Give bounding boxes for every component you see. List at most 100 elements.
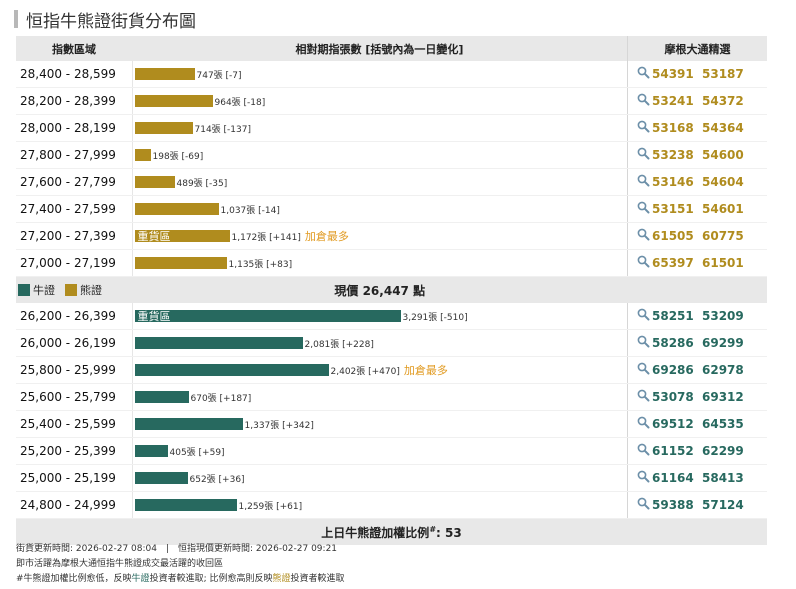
search-icon[interactable] [634, 147, 652, 163]
ratio-mark: # [429, 524, 437, 534]
page-title-wrap: 恒指牛熊證街貨分布圖 [14, 8, 196, 32]
range-label: 27,800 - 27,999 [16, 141, 132, 169]
warrant-code-link[interactable]: 54601 [702, 201, 744, 216]
range-label: 25,400 - 25,599 [16, 410, 132, 438]
heavy-zone-label: 重貨區 [137, 230, 171, 243]
warrant-code-link[interactable]: 62299 [702, 443, 744, 458]
search-icon[interactable] [634, 335, 652, 351]
warrant-code-link[interactable]: 59388 [652, 497, 694, 512]
bear-bar [134, 68, 195, 80]
table-row: 25,200 - 25,399 405張 [+59] 61152 62299 [16, 437, 767, 465]
bull-bar: 重貨區 [134, 310, 401, 323]
table-row: 27,000 - 27,199 1,135張 [+83] 65397 61501 [16, 249, 767, 277]
warrant-code-link[interactable]: 54372 [702, 93, 744, 108]
warrant-code-link[interactable]: 69286 [652, 362, 694, 377]
warrant-code-link[interactable]: 69512 [652, 416, 694, 431]
range-label: 24,800 - 24,999 [16, 491, 132, 519]
table-row: 25,400 - 25,599 1,337張 [+342] 69512 64535 [16, 410, 767, 438]
bull-bar [134, 337, 303, 349]
warrant-code-link[interactable]: 54600 [702, 147, 744, 162]
search-icon[interactable] [634, 470, 652, 486]
warrant-code-link[interactable]: 53209 [702, 308, 744, 323]
search-icon[interactable] [634, 443, 652, 459]
warrant-code-link[interactable]: 58413 [702, 470, 744, 485]
range-label: 26,200 - 26,399 [16, 303, 132, 330]
warrant-code-link[interactable]: 69312 [702, 389, 744, 404]
warrant-code-link[interactable]: 54604 [702, 174, 744, 189]
distribution-table: 指數區域 相對期指張數 [括號內為一日變化] 摩根大通精選 28,400 - 2… [16, 36, 767, 545]
range-label: 25,800 - 25,999 [16, 356, 132, 384]
legend-bull-label: 牛證 [33, 284, 55, 297]
warrant-code-link[interactable]: 53151 [652, 201, 694, 216]
range-label: 25,600 - 25,799 [16, 383, 132, 411]
warrant-code-link[interactable]: 53187 [702, 66, 744, 81]
warrant-code-link[interactable]: 53238 [652, 147, 694, 162]
table-row: 27,400 - 27,599 1,037張 [-14] 53151 54601 [16, 195, 767, 223]
search-icon[interactable] [634, 497, 652, 513]
warrant-code-link[interactable]: 53078 [652, 389, 694, 404]
warrant-code-link[interactable]: 53168 [652, 120, 694, 135]
warrant-code-link[interactable]: 54391 [652, 66, 694, 81]
warrant-code-link[interactable]: 58286 [652, 335, 694, 350]
search-icon[interactable] [634, 308, 652, 324]
warrant-code-link[interactable]: 61152 [652, 443, 694, 458]
current-price: 現價 26,447 點 [132, 276, 628, 303]
table-header: 指數區域 相對期指張數 [括號內為一日變化] 摩根大通精選 [16, 36, 767, 61]
search-icon[interactable] [634, 201, 652, 217]
bull-rows: 26,200 - 26,399 重貨區 3,291張 [-510] 58251 5320… [16, 303, 767, 519]
bull-bar [134, 418, 243, 430]
table-row: 25,600 - 25,799 670張 [+187] 53078 69312 [16, 383, 767, 411]
bar-value-label: 1,259張 [+61] [238, 501, 303, 512]
ratio-row: 上日牛熊證加權比例#: 53 [16, 518, 767, 545]
search-icon[interactable] [634, 66, 652, 82]
range-label: 27,600 - 27,799 [16, 168, 132, 196]
range-label: 28,400 - 28,599 [16, 61, 132, 88]
search-icon[interactable] [634, 389, 652, 405]
warrant-code-link[interactable]: 65397 [652, 255, 694, 270]
table-row: 26,000 - 26,199 2,081張 [+228] 58286 69299 [16, 329, 767, 357]
warrant-code-link[interactable]: 61505 [652, 228, 694, 243]
legend-bear-swatch [65, 284, 77, 296]
warrant-code-link[interactable]: 54364 [702, 120, 744, 135]
most-added-label: 加倉最多 [403, 364, 448, 377]
bar-value-label: 1,337張 [+342] [244, 420, 314, 431]
bar-value-label: 714張 [-137] [194, 124, 252, 135]
warrant-code-link[interactable]: 62978 [702, 362, 744, 377]
warrant-code-link[interactable]: 53241 [652, 93, 694, 108]
search-icon[interactable] [634, 120, 652, 136]
bear-bar: 重貨區 [134, 230, 230, 243]
ratio-label: 上日牛熊證加權比例 [321, 525, 430, 540]
warrant-code-link[interactable]: 61501 [702, 255, 744, 270]
bull-bar [134, 499, 237, 511]
warrant-code-link[interactable]: 58251 [652, 308, 694, 323]
search-icon[interactable] [634, 255, 652, 271]
search-icon[interactable] [634, 228, 652, 244]
table-row: 24,800 - 24,999 1,259張 [+61] 59388 57124 [16, 491, 767, 519]
warrant-code-link[interactable]: 53146 [652, 174, 694, 189]
warrant-code-link[interactable]: 60775 [702, 228, 744, 243]
warrant-code-link[interactable]: 57124 [702, 497, 744, 512]
table-row: 25,800 - 25,999 2,402張 [+470] 加倉最多 69286 629… [16, 356, 767, 384]
range-label: 25,000 - 25,199 [16, 464, 132, 492]
warrant-code-link[interactable]: 69299 [702, 335, 744, 350]
bar-value-label: 2,402張 [+470] [330, 366, 400, 377]
warrant-code-link[interactable]: 61164 [652, 470, 694, 485]
search-icon[interactable] [634, 416, 652, 432]
bar-value-label: 405張 [+59] [169, 447, 225, 458]
note-ratio: #牛熊證加權比例愈低，反映牛證投資者較進取; 比例愈高則反映熊證投資者較進取 [16, 574, 345, 584]
search-icon[interactable] [634, 93, 652, 109]
note-active: 即市活躍為摩根大通恒指牛熊證成交最活躍的收回區 [16, 559, 224, 569]
warrant-code-link[interactable]: 64535 [702, 416, 744, 431]
search-icon[interactable] [634, 174, 652, 190]
bar-value-label: 670張 [+187] [190, 393, 252, 404]
bear-rows: 28,400 - 28,599 747張 [-7] 54391 53187 28,200… [16, 61, 767, 277]
range-label: 25,200 - 25,399 [16, 437, 132, 465]
bar-value-label: 1,172張 [+141] [231, 232, 301, 243]
bar-value-label: 964張 [-18] [214, 97, 266, 108]
table-row: 28,400 - 28,599 747張 [-7] 54391 53187 [16, 61, 767, 88]
search-icon[interactable] [634, 362, 652, 378]
bear-bar [134, 203, 219, 215]
header-count: 相對期指張數 [括號內為一日變化] [132, 36, 628, 61]
table-row: 28,200 - 28,399 964張 [-18] 53241 54372 [16, 87, 767, 115]
range-label: 28,000 - 28,199 [16, 114, 132, 142]
